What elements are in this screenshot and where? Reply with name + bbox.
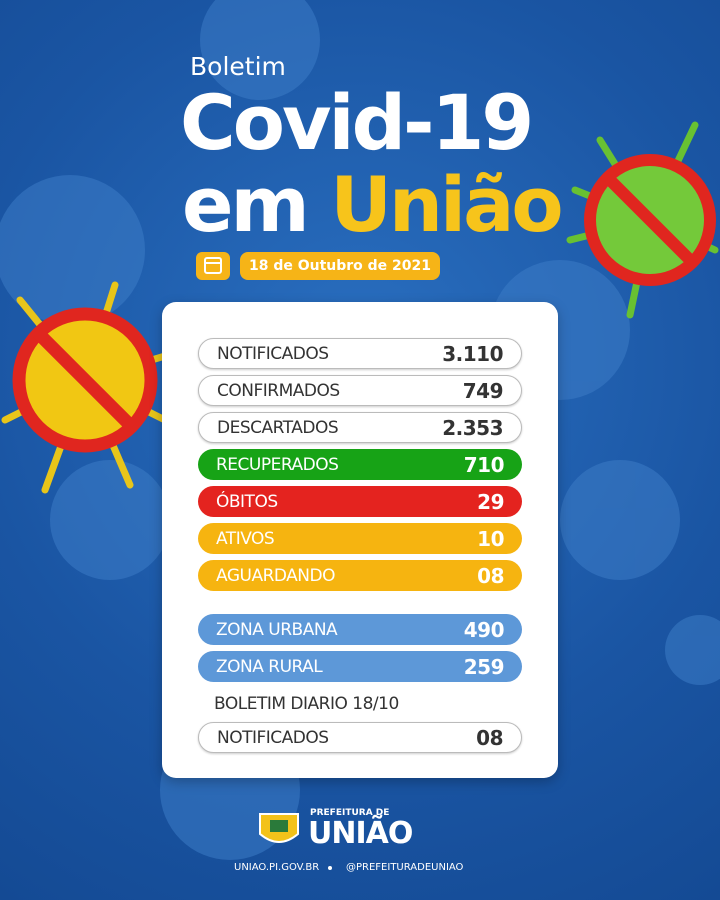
kicker: Boletim (190, 52, 286, 81)
row-value: 490 (463, 617, 505, 642)
row: ATIVOS 10 (198, 523, 522, 554)
row-label: ATIVOS (216, 528, 275, 549)
logo-top: PREFEITURA DE (310, 808, 390, 818)
row: ZONA RURAL 259 (198, 651, 522, 682)
row-value: 2.353 (442, 415, 503, 440)
row-value: 29 (477, 489, 504, 514)
row-value: 710 (463, 452, 505, 477)
logo-crest (259, 813, 299, 843)
row: RECUPERADOS 710 (198, 449, 522, 480)
calendar-icon (196, 252, 230, 280)
separator (328, 866, 332, 870)
row-value: 259 (463, 654, 505, 679)
calendar-glyph (204, 257, 222, 274)
title: Covid-19 (180, 78, 534, 167)
virus-right (566, 121, 719, 319)
row: CONFIRMADOS 749 (198, 375, 522, 406)
date: 18 de Outubro de 2021 (240, 252, 440, 280)
social: @PREFEITURADEUNIAO (346, 862, 464, 873)
table-card: BOLETIM DIARIO 18/10 NOTIFICADOS 3.110 CON… (162, 302, 558, 778)
title-highlight: União (330, 160, 563, 249)
row-label: CONFIRMADOS (217, 380, 340, 401)
row: NOTIFICADOS 08 (198, 722, 522, 753)
row-value: 08 (476, 725, 503, 750)
row: DESCARTADOS 2.353 (198, 412, 522, 443)
row-label: NOTIFICADOS (217, 343, 329, 364)
row: ÓBITOS 29 (198, 486, 522, 517)
daily-heading: BOLETIM DIARIO 18/10 (214, 694, 399, 714)
row: AGUARDANDO 08 (198, 560, 522, 591)
title-prefix: em (182, 160, 310, 249)
row-label: DESCARTADOS (217, 417, 339, 438)
row-value: 749 (462, 378, 504, 403)
logo-name: UNIÃO (308, 816, 413, 851)
row-label: ZONA RURAL (216, 656, 323, 677)
row-label: AGUARDANDO (216, 565, 336, 586)
row-value: 08 (477, 563, 504, 588)
virus-left (1, 281, 189, 494)
title-line2: em União (182, 160, 564, 250)
row-label: ZONA URBANA (216, 619, 338, 640)
row-label: NOTIFICADOS (217, 727, 329, 748)
row-label: RECUPERADOS (216, 454, 339, 475)
row: ZONA URBANA 490 (198, 614, 522, 645)
row-value: 3.110 (442, 341, 503, 366)
row-label: ÓBITOS (216, 491, 278, 512)
row-value: 10 (477, 526, 504, 551)
site: UNIAO.PI.GOV.BR (234, 862, 320, 873)
row: NOTIFICADOS 3.110 (198, 338, 522, 369)
